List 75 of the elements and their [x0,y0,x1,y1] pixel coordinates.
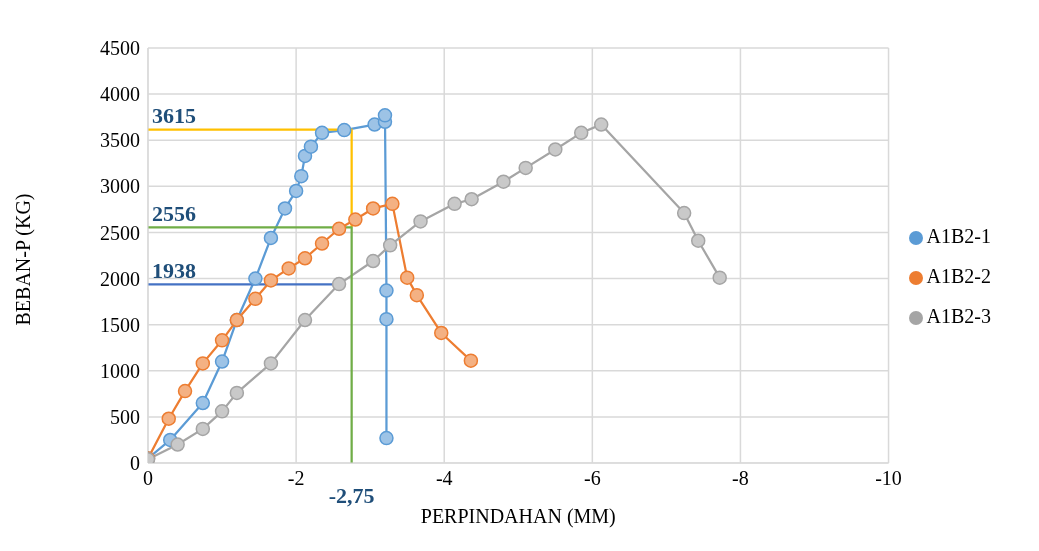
point [409,287,425,303]
point [712,270,727,285]
point [170,437,185,452]
annotation: 2556 [152,201,196,227]
point [195,356,211,371]
point [195,421,211,437]
point [593,117,609,132]
legend-label: A1B2-2 [926,264,991,287]
point [496,174,511,189]
point [337,122,352,138]
point [303,139,319,154]
point [573,125,589,141]
point [248,271,263,286]
point [382,238,398,253]
point [263,230,279,246]
point [365,253,381,269]
x-tick-label: -6 [583,467,601,490]
y-tick-label: 3000 [100,175,140,198]
point [413,214,428,229]
point [518,160,533,176]
point [263,356,279,371]
x-tick-label: -8 [732,467,749,490]
y-tick-label: 500 [110,405,140,428]
point [365,201,381,216]
y-tick-label: 2000 [100,267,140,290]
y-tick-label: 4000 [100,83,140,106]
point [214,354,230,369]
annotation: -2,75 [328,482,375,508]
point [377,108,393,123]
x-tick-label: -2 [287,467,305,490]
point [348,212,363,227]
legend-label: A1B2-1 [926,224,991,247]
point [464,191,479,207]
legend-label: A1B2-3 [926,304,991,327]
point [281,261,296,276]
point [314,236,330,251]
x-tick-label: -10 [875,467,902,490]
point [379,430,394,446]
y-tick-label: 2500 [100,221,140,244]
point [399,270,415,285]
point [331,276,347,292]
point [379,311,394,327]
y-tick-label: 0 [130,452,140,475]
annotation: 3615 [152,103,196,129]
point [314,125,330,141]
point [447,196,462,212]
y-tick-label: 1000 [100,359,140,382]
y-tick-label: 3500 [100,129,140,152]
point [676,205,692,221]
point [195,395,211,411]
x-tick-label: -4 [435,467,453,490]
point [548,142,563,157]
point [277,201,293,216]
point [379,283,394,298]
point [294,168,309,184]
x-axis-title: PERPINDAHAN (MM) [420,505,616,528]
y-tick-label: 4500 [100,37,140,60]
point [331,221,347,237]
point [248,291,263,307]
point [690,233,706,248]
point [463,353,479,368]
point [214,333,230,348]
point [297,251,313,266]
annotation: 1938 [152,258,196,284]
point [385,196,400,212]
y-axis-title: BEBAN-P (KG) [12,193,36,326]
point [288,183,304,199]
point [214,404,230,419]
point [297,312,313,328]
point [434,325,449,341]
y-tick-label: 1500 [100,313,140,336]
point [177,383,193,399]
point [263,273,279,288]
point [161,411,176,426]
point [229,385,245,401]
